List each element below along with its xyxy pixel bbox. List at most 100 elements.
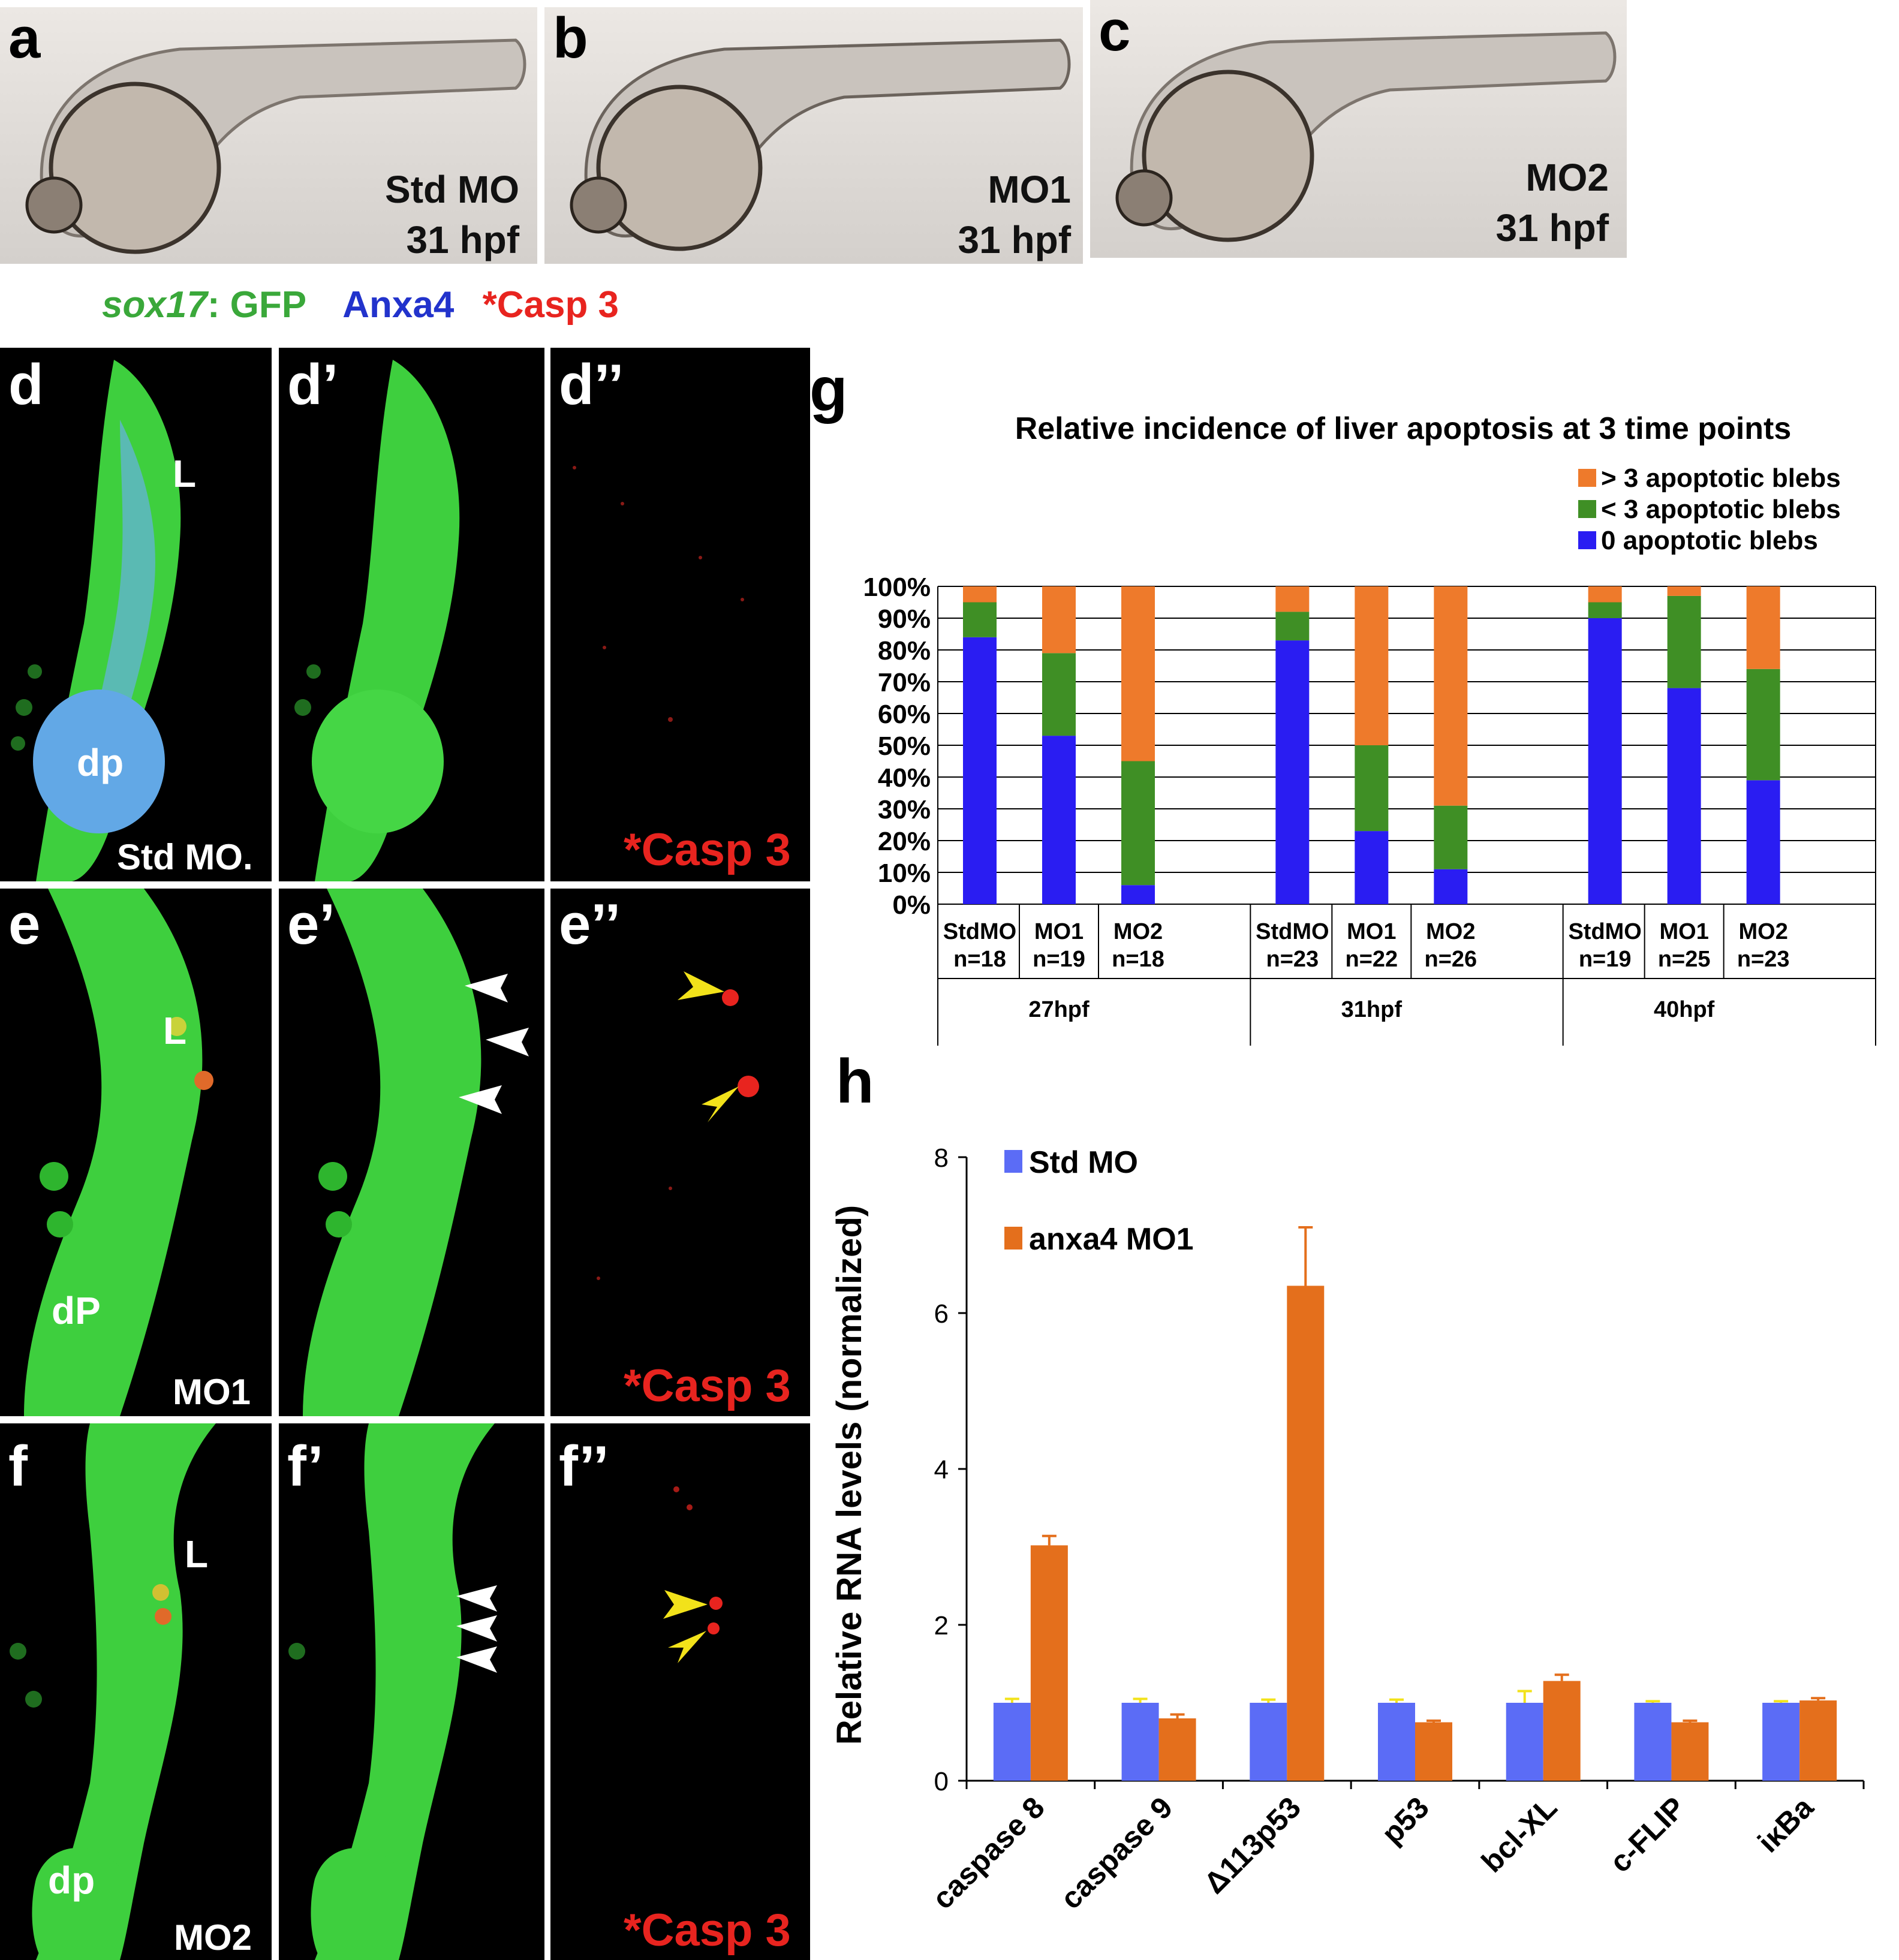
bar-27hpf-StdMO-series0 — [963, 637, 997, 904]
panel-d: d L dp Std MO. — [0, 348, 272, 881]
panel-e: e L dP MO1 — [0, 889, 272, 1416]
panel-letter-d-double-prime: d’’ — [559, 353, 624, 417]
y-tick-label: 20% — [878, 827, 931, 856]
bar-iκBa-anxa4 MO1 — [1799, 1700, 1837, 1781]
x-tick-n-label: n=22 — [1345, 947, 1398, 972]
group-label: 27hpf — [1028, 997, 1090, 1022]
casp-label-f: *Casp 3 — [624, 1905, 791, 1956]
legend-label: 0 apoptotic blebs — [1601, 526, 1818, 555]
panel-f: f L dp MO2 — [0, 1423, 272, 1960]
y-tick-label: 50% — [878, 731, 931, 761]
group-label: 40hpf — [1654, 997, 1715, 1022]
condition-label-a: Std MO — [385, 168, 519, 211]
panel-letter-d-prime: d’ — [287, 353, 339, 417]
panel-letter-f: f — [8, 1434, 28, 1498]
pancreas-label-e: dP — [52, 1289, 101, 1332]
bar-31hpf-MO2-series0 — [1434, 869, 1468, 904]
y-tick-label: 8 — [934, 1143, 949, 1173]
x-tick-label: MO2 — [1738, 919, 1787, 944]
y-tick-label: 70% — [878, 668, 931, 697]
chart-h: Relative RNA levels (normalized) 0 2 4 6 8 c… — [833, 1143, 1865, 1916]
x-tick-label: p53 — [1375, 1790, 1435, 1851]
condition-label-f: MO2 — [174, 1917, 252, 1958]
bar-40hpf-MO2-series1 — [1746, 669, 1780, 781]
legend-label: > 3 apoptotic blebs — [1601, 463, 1841, 493]
legend-label: < 3 apoptotic blebs — [1601, 495, 1841, 524]
bar-caspase 9-Std MO — [1121, 1703, 1159, 1781]
liver-e-prime-illustration — [303, 889, 529, 1416]
arrowhead-yellow-3 — [663, 1590, 708, 1619]
arrowhead-white-1 — [465, 974, 508, 1002]
y-tick-label: 60% — [878, 700, 931, 729]
pancreas-label-f: dp — [48, 1859, 95, 1902]
arrowhead-white-3 — [459, 1085, 502, 1114]
bar-31hpf-MO2-series1 — [1434, 805, 1468, 869]
bar-31hpf-StdMO-series1 — [1275, 612, 1310, 641]
y-tick-label: 0 — [934, 1767, 949, 1796]
x-tick-n-label: n=19 — [1579, 947, 1632, 972]
panel-letter-a: a — [8, 7, 41, 70]
chart-g-gridlines — [937, 586, 1876, 905]
y-tick-label: 100% — [863, 573, 931, 602]
bar-40hpf-MO1-series2 — [1667, 586, 1701, 596]
arrowhead-white-4 — [456, 1585, 497, 1612]
chart-g: Relative incidence of liver apoptosis at… — [863, 411, 1876, 1046]
bar-27hpf-StdMO-series1 — [963, 602, 997, 637]
bar-31hpf-MO1-series1 — [1355, 745, 1389, 832]
x-tick-label: StdMO — [1568, 919, 1641, 944]
chart-h-legend: Std MO anxa4 MO1 — [1004, 1145, 1194, 1257]
stain-legend: sox17: GFP Anxa4 *Casp 3 — [102, 287, 619, 324]
panel-d-prime: d’ — [279, 348, 544, 881]
x-tick-label: MO1 — [1034, 919, 1084, 944]
liver-e-illustration — [24, 889, 213, 1416]
bar-40hpf-MO2-series2 — [1746, 586, 1780, 669]
bar-27hpf-StdMO-series2 — [963, 586, 997, 603]
x-tick-label: bcl-XL — [1475, 1790, 1564, 1879]
panel-letter-d: d — [8, 353, 44, 417]
legend-swatch — [1004, 1227, 1022, 1250]
x-tick-label: MO2 — [1426, 919, 1475, 944]
embryo-c-illustration — [1115, 31, 1617, 242]
x-tick-label: StdMO — [1256, 919, 1329, 944]
bar-bcl-XL-Std MO — [1506, 1703, 1543, 1781]
casp-label-d: *Casp 3 — [624, 824, 791, 875]
y-tick-label: 6 — [934, 1299, 949, 1329]
legend-swatch — [1004, 1150, 1022, 1173]
liver-d-prime-illustration — [294, 360, 460, 881]
condition-label-d: Std MO. — [117, 837, 253, 877]
stain-casp: *Casp 3 — [482, 284, 619, 326]
condition-label-b: MO1 — [988, 168, 1071, 211]
legend-label: Std MO — [1029, 1145, 1138, 1180]
chart-h-y-axis-label: Relative RNA levels (normalized) — [833, 1205, 869, 1745]
chart-h-bars — [993, 1226, 1837, 1781]
x-tick-label: MO1 — [1659, 919, 1708, 944]
x-tick-label: caspase 9 — [1054, 1790, 1179, 1916]
panel-letter-e-prime: e’ — [287, 892, 336, 956]
x-tick-n-label: n=23 — [1266, 947, 1319, 972]
bar-27hpf-MO1-series0 — [1042, 736, 1076, 904]
liver-label-d: L — [173, 452, 197, 495]
time-label-b: 31 hpf — [958, 218, 1071, 261]
bar-40hpf-StdMO-series1 — [1588, 602, 1622, 618]
chart-g-y-tick-labels: 0%10% 20% 30%40%50%60% 70%80%90%100% — [863, 573, 931, 920]
x-tick-label: MO1 — [1347, 919, 1396, 944]
bar-40hpf-StdMO-series0 — [1588, 618, 1622, 904]
chart-g-title: Relative incidence of liver apoptosis at… — [1015, 411, 1792, 446]
x-tick-n-label: n=23 — [1737, 947, 1790, 972]
bar-Δ113p53-Std MO — [1250, 1703, 1287, 1781]
casp-e-illustration — [597, 971, 759, 1280]
panel-f-prime: f’ — [279, 1423, 544, 1960]
x-tick-n-label: n=18 — [1112, 947, 1164, 972]
y-tick-label: 4 — [934, 1455, 949, 1485]
time-label-a: 31 hpf — [406, 218, 519, 261]
bar-40hpf-StdMO-series2 — [1588, 586, 1622, 603]
bar-40hpf-MO1-series0 — [1667, 688, 1701, 904]
bar-caspase 9-anxa4 MO1 — [1158, 1718, 1196, 1781]
stain-gfp: : GFP — [207, 284, 306, 326]
x-tick-n-label: n=25 — [1658, 947, 1711, 972]
stain-anxa4: Anxa4 — [342, 284, 455, 326]
panel-letter-h: h — [836, 1047, 874, 1116]
bar-p53-Std MO — [1378, 1703, 1415, 1781]
condition-label-e: MO1 — [173, 1372, 251, 1412]
